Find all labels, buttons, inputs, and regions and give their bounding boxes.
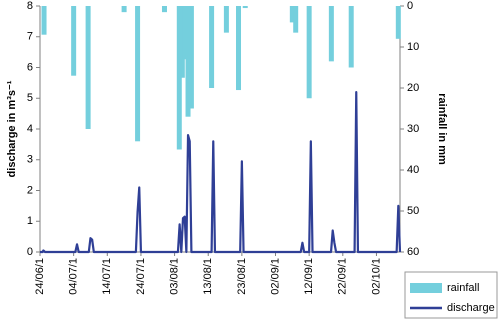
rainfall-bar xyxy=(41,6,47,35)
y2-axis-label: rainfall in mm xyxy=(436,93,448,165)
y2-tick-label: 10 xyxy=(407,41,419,53)
y-tick-label: 8 xyxy=(27,0,33,12)
rainfall-bar xyxy=(188,6,194,109)
x-tick-label: 22/09/1 xyxy=(337,258,349,295)
y-tick-label: 3 xyxy=(27,154,33,166)
y-tick-label: 2 xyxy=(27,184,33,196)
rainfall-bar xyxy=(236,6,242,91)
rainfall-bar xyxy=(185,6,191,117)
rainfall-bar xyxy=(293,6,299,33)
rainfall-bar xyxy=(306,6,312,99)
y-tick-label: 1 xyxy=(27,215,33,227)
x-tick-label: 23/08/1 xyxy=(236,258,248,295)
x-tick-label: 14/07/1 xyxy=(101,258,113,295)
rainfall-bar xyxy=(85,6,91,129)
y2-tick-label: 60 xyxy=(407,246,419,258)
rainfall-bar xyxy=(161,6,167,13)
x-tick-label: 02/10/1 xyxy=(370,258,382,295)
rainfall-bar xyxy=(348,6,354,68)
x-tick-label: 24/07/1 xyxy=(135,258,147,295)
legend-box xyxy=(404,271,498,319)
rainfall-bar xyxy=(328,6,334,62)
legend-swatch xyxy=(410,283,442,293)
y-tick-label: 7 xyxy=(27,31,33,43)
rainfall-bar xyxy=(135,6,141,142)
y-tick-label: 0 xyxy=(27,246,33,258)
x-tick-label: 02/09/1 xyxy=(269,258,281,295)
y-tick-label: 6 xyxy=(27,61,33,73)
y2-tick-label: 0 xyxy=(407,0,413,12)
legend-label: discharge xyxy=(447,302,495,314)
x-tick-label: 24/06/1 xyxy=(34,258,46,295)
y-tick-label: 4 xyxy=(27,123,33,135)
rainfall-bar xyxy=(71,6,77,76)
rainfall-bar xyxy=(209,6,215,88)
rainfall-bar xyxy=(176,6,182,150)
y-tick-label: 5 xyxy=(27,92,33,104)
rainfall-bar xyxy=(182,6,188,60)
rainfall-bar xyxy=(289,6,295,23)
discharge-line xyxy=(40,91,402,254)
x-tick-label: 12/09/1 xyxy=(303,258,315,295)
legend-label: rainfall xyxy=(447,282,479,294)
y2-tick-label: 20 xyxy=(407,82,419,94)
y2-tick-label: 30 xyxy=(407,123,419,135)
rainfall-bar xyxy=(121,6,127,13)
rainfall-bar xyxy=(223,6,229,33)
x-tick-label: 03/08/1 xyxy=(168,258,180,295)
y2-tick-label: 50 xyxy=(407,205,419,217)
x-tick-label: 04/07/1 xyxy=(68,258,80,295)
y-axis-label: discharge in m³s⁻¹ xyxy=(6,80,18,177)
x-tick-label: 13/08/1 xyxy=(202,258,214,295)
y2-tick-label: 40 xyxy=(407,164,419,176)
rainfall-bar xyxy=(242,6,248,9)
rainfall-bar xyxy=(395,6,401,39)
